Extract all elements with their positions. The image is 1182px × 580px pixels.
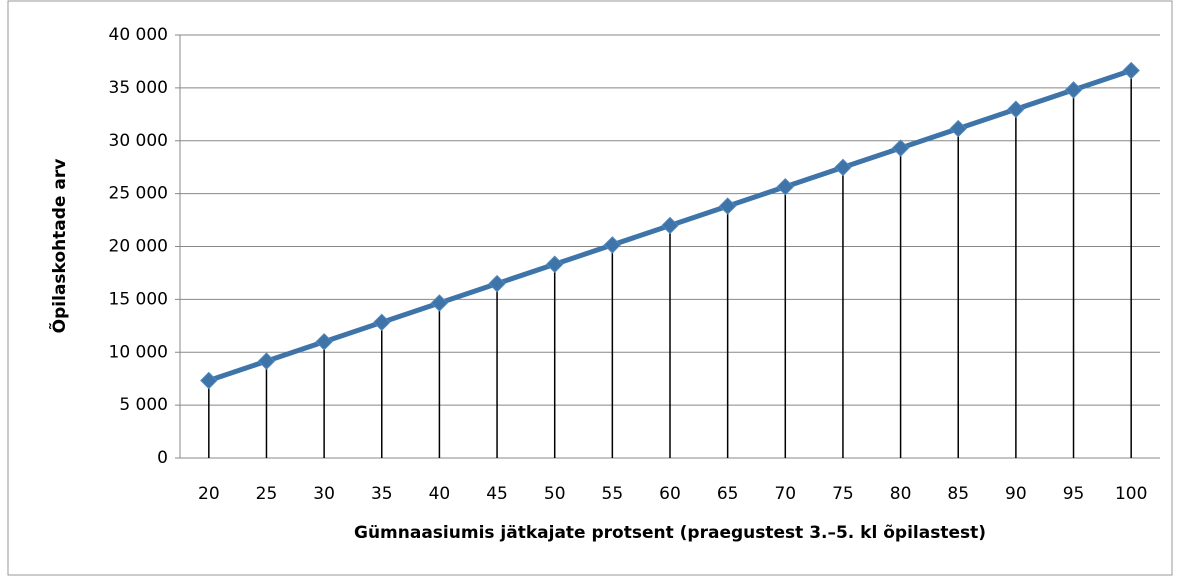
x-tick-label: 75 (832, 484, 854, 504)
marker (1064, 81, 1083, 99)
y-tick-label: 15 000 (109, 289, 168, 309)
x-tick-label: 40 (429, 484, 451, 504)
y-tick-label: 25 000 (109, 184, 168, 204)
marker (949, 119, 967, 138)
marker (257, 352, 276, 370)
x-tick-label: 25 (256, 484, 278, 504)
marker (718, 197, 737, 215)
marker (776, 178, 795, 196)
marker (1007, 100, 1025, 118)
x-tick-label: 30 (313, 484, 335, 504)
marker (545, 255, 564, 273)
y-tick-label: 30 000 (109, 131, 168, 151)
x-tick-label: 70 (774, 484, 796, 504)
y-tick-label: 10 000 (109, 342, 168, 362)
marker (315, 333, 333, 351)
x-tick-label: 45 (486, 484, 508, 504)
marker (200, 371, 218, 390)
marker (430, 294, 449, 312)
x-tick-label: 95 (1063, 484, 1085, 504)
marker (834, 158, 852, 177)
y-tick-label: 20 000 (109, 237, 168, 257)
y-tick-label: 35 000 (109, 78, 168, 98)
marker (1122, 61, 1140, 80)
x-tick-label: 60 (659, 484, 681, 504)
x-tick-label: 65 (717, 484, 739, 504)
x-tick-label: 85 (947, 484, 969, 504)
x-tick-label: 20 (198, 484, 220, 504)
x-tick-label: 35 (371, 484, 393, 504)
x-tick-label: 80 (890, 484, 912, 504)
y-tick-label: 40 000 (109, 25, 168, 45)
x-tick-label: 55 (602, 484, 624, 504)
marker (373, 313, 391, 332)
x-tick-label: 50 (544, 484, 566, 504)
marker (603, 236, 622, 254)
y-tick-label: 0 (157, 448, 168, 468)
marker (488, 274, 506, 293)
x-tick-label: 90 (1005, 484, 1027, 504)
marker (891, 139, 910, 157)
chart-border (7, 0, 1173, 576)
y-tick-label: 5 000 (119, 395, 168, 415)
marker (661, 216, 679, 235)
x-tick-label: 100 (1115, 484, 1147, 504)
x-axis-title: Gümnaasiumis jätkajate protsent (praegus… (354, 523, 986, 543)
y-axis-title: Õpilaskohtade arv (47, 159, 70, 334)
